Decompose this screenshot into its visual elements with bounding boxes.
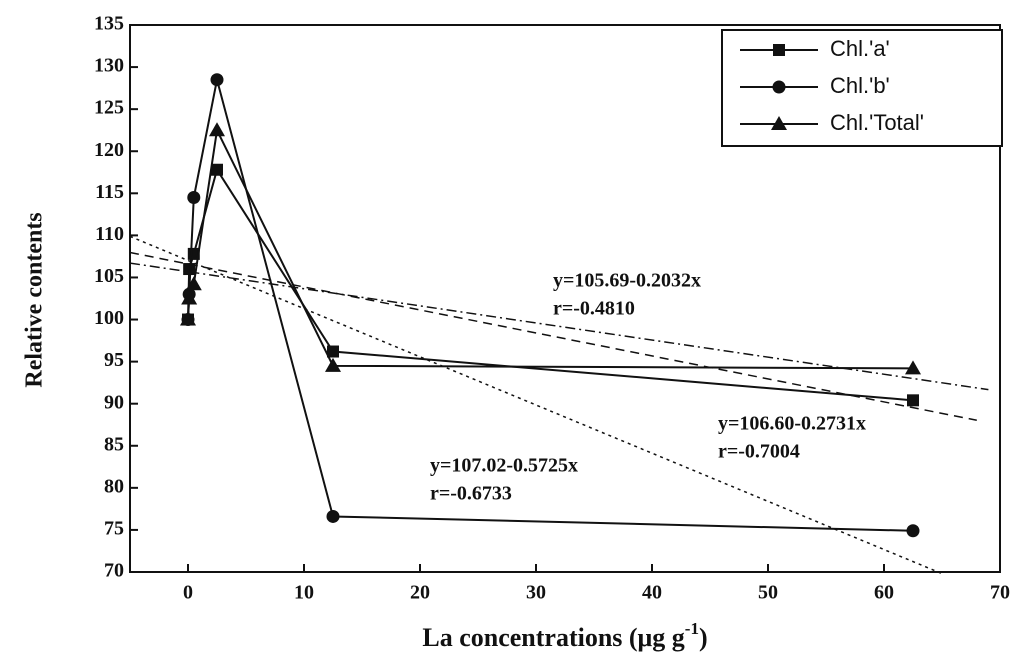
- y-tick-label: 115: [95, 181, 124, 203]
- point: [183, 263, 196, 276]
- legend-marker: [771, 116, 787, 130]
- point: [209, 122, 225, 137]
- plot-frame: [129, 24, 1001, 573]
- y-tick-label: 85: [104, 433, 124, 455]
- point: [211, 163, 223, 176]
- fit-equation: y=107.02-0.5725x: [430, 455, 578, 477]
- legend-marker: [773, 44, 785, 56]
- fit-equation: y=106.60-0.2731x: [718, 413, 866, 435]
- y-tick-label: 80: [104, 475, 124, 497]
- point: [210, 73, 224, 87]
- y-tick-label: 100: [94, 307, 124, 329]
- point: [906, 524, 920, 538]
- point: [187, 191, 201, 205]
- point: [326, 509, 340, 523]
- point: [180, 311, 196, 326]
- fit-r: r=-0.6733: [430, 483, 512, 505]
- series-line: [187, 126, 914, 370]
- x-tick-label: 60: [874, 582, 894, 604]
- point: [907, 394, 919, 407]
- legend-marker: [772, 80, 786, 94]
- point: [185, 276, 202, 291]
- y-tick-label: 120: [94, 139, 124, 161]
- x-tick-label: 10: [294, 582, 314, 604]
- y-axis-label: Relative contents: [22, 212, 48, 387]
- x-tick-label: 30: [526, 582, 546, 604]
- fit-line: [129, 235, 943, 575]
- x-axis-label-tail: ): [699, 623, 708, 652]
- legend-label: Chl.'Total': [830, 110, 924, 135]
- y-tick-label: 90: [104, 391, 124, 413]
- y-tick-label: 125: [94, 97, 124, 119]
- y-tick-label: 130: [94, 55, 124, 77]
- point: [327, 345, 339, 358]
- x-axis-label: La concentrations (μg g-1): [422, 619, 707, 652]
- x-axis-label-text: La concentrations (μg g: [422, 623, 684, 652]
- fit-equation: y=105.69-0.2032x: [553, 270, 701, 292]
- y-tick-label: 70: [104, 560, 124, 582]
- x-tick-label: 0: [183, 582, 193, 604]
- point: [905, 360, 921, 375]
- point: [325, 357, 341, 372]
- y-tick-label: 105: [94, 265, 124, 287]
- y-tick-label: 110: [95, 223, 124, 245]
- y-tick-label: 75: [104, 518, 124, 540]
- x-tick-label: 70: [990, 582, 1010, 604]
- fit-r: r=-0.4810: [553, 298, 635, 320]
- y-tick-label: 135: [94, 13, 124, 35]
- legend-label: Chl.'b': [830, 73, 890, 98]
- x-tick-label: 20: [410, 582, 430, 604]
- x-tick-label: 40: [642, 582, 662, 604]
- legend-label: Chl.'a': [830, 36, 890, 61]
- point: [181, 290, 198, 305]
- fit-r: r=-0.7004: [718, 441, 800, 463]
- x-tick-label: 50: [758, 582, 778, 604]
- x-axis-label-sup: -1: [685, 619, 699, 638]
- y-tick-label: 95: [104, 349, 124, 371]
